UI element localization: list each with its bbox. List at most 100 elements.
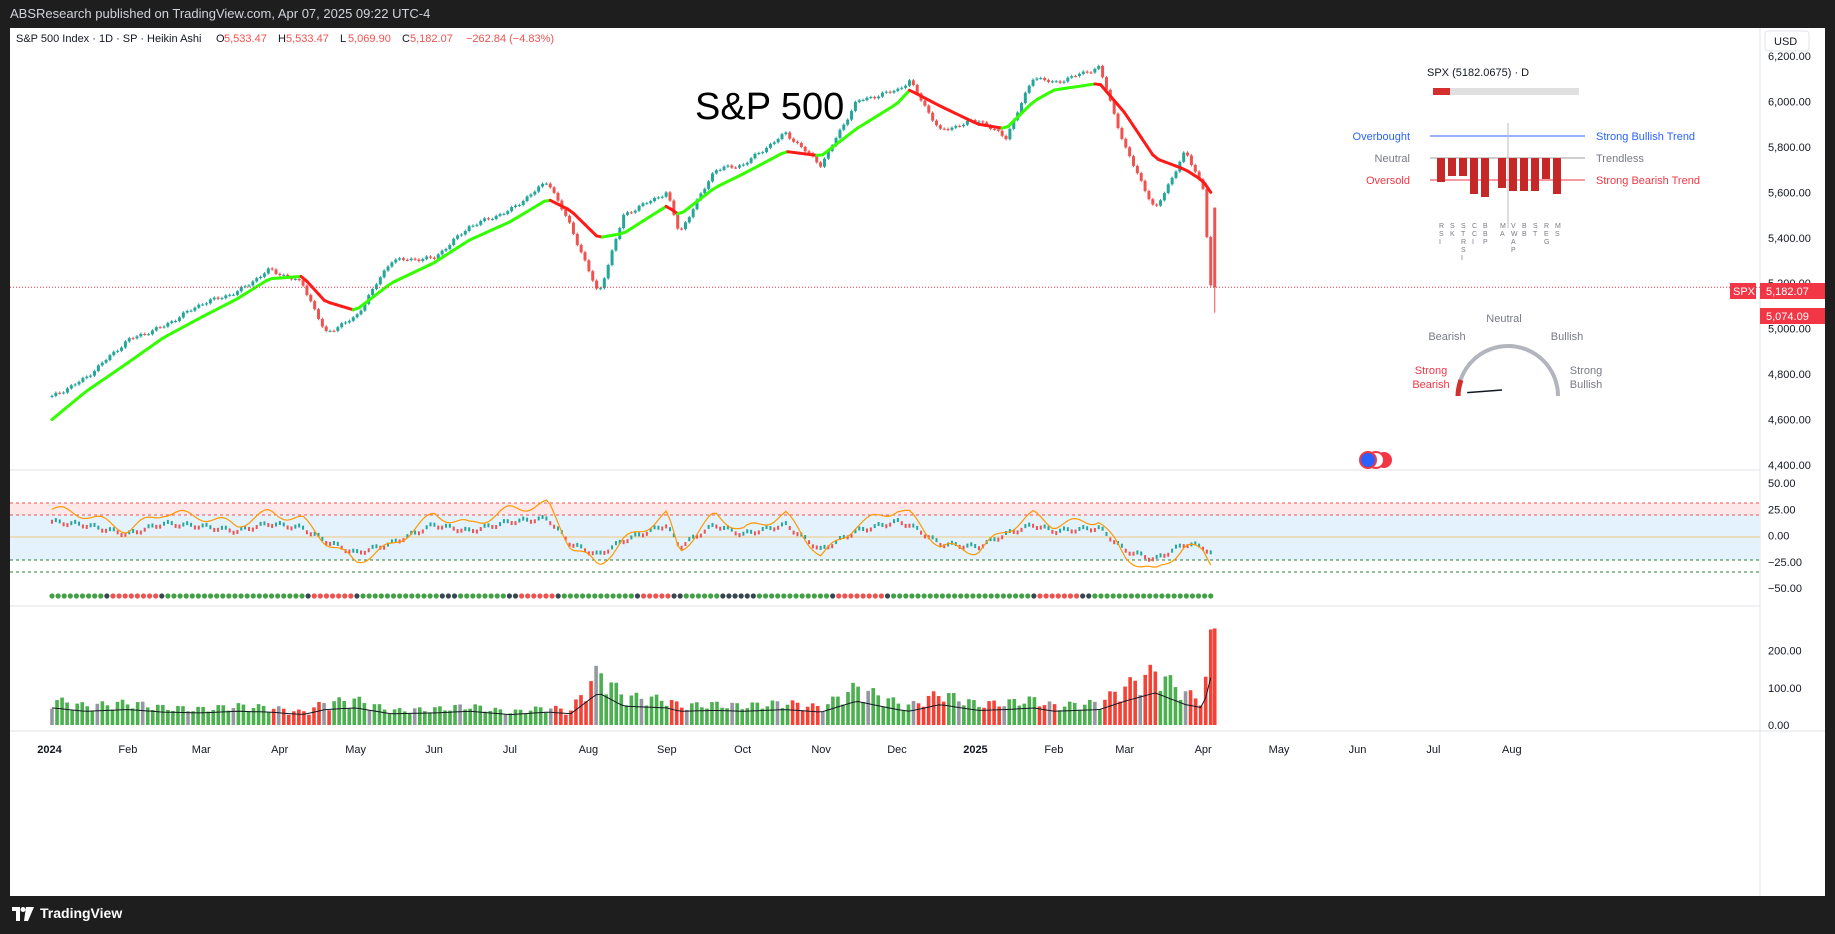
signal-dot: [281, 593, 286, 598]
signal-dot: [86, 593, 91, 598]
oscillator-candle: [1129, 552, 1131, 556]
time-tick-label: Feb: [1044, 744, 1063, 756]
signal-dot: [251, 593, 256, 598]
volume-bar: [1209, 629, 1213, 725]
oscillator-candle: [669, 527, 671, 531]
oscillator-candle: [816, 545, 818, 549]
volume-bar: [1108, 691, 1112, 725]
signal-dot: [549, 593, 554, 598]
candle-body: [159, 327, 162, 328]
oscillator-candle: [63, 522, 65, 526]
oscillator-candle: [530, 520, 532, 524]
volume-bar: [1194, 698, 1198, 725]
signal-dot: [129, 593, 134, 598]
candle-body: [1032, 80, 1035, 86]
signal-dot: [574, 593, 579, 598]
candle-body: [197, 305, 200, 308]
candle-body: [858, 100, 861, 102]
oscillator-candle: [1210, 550, 1212, 554]
panel-bar-label: I: [1461, 255, 1463, 262]
time-tick-label: Aug: [1502, 744, 1522, 756]
gauge-strong-bullish-line2: Bullish: [1570, 379, 1602, 391]
volume-bar: [851, 683, 855, 725]
candle-body: [653, 198, 656, 201]
candle-body: [1005, 136, 1008, 139]
candle-body: [854, 102, 857, 111]
signal-dot: [1062, 593, 1067, 598]
volume-bar: [645, 706, 649, 725]
tradingview-logo[interactable]: TradingView: [0, 896, 122, 931]
flag-icon[interactable]: [1360, 452, 1376, 468]
oscillator-candle: [1078, 527, 1080, 531]
signal-dot: [367, 593, 372, 598]
candle-body: [456, 235, 459, 238]
oscillator-candle: [155, 525, 157, 529]
oscillator-candle: [897, 518, 899, 522]
volume-bar: [836, 697, 840, 725]
candle-body: [1194, 165, 1197, 172]
oscillator-candle: [430, 522, 432, 526]
candle-body: [773, 142, 776, 144]
candle-body: [1043, 78, 1046, 80]
volume-bar: [821, 712, 825, 725]
time-tick-label: Jun: [425, 744, 443, 756]
volume-bar: [1159, 691, 1163, 725]
oscillator-candle: [1040, 526, 1042, 530]
signal-dot: [80, 593, 85, 598]
oscillator-candle: [630, 535, 632, 539]
signal-dot: [190, 593, 195, 598]
oscillator-candle: [1063, 526, 1065, 530]
candle-body: [321, 319, 324, 327]
oscillator-candle: [310, 532, 312, 536]
candle-body: [1209, 237, 1212, 285]
oscillator-candle: [271, 524, 273, 528]
signal-dot: [562, 593, 567, 598]
candle-body: [873, 97, 876, 98]
oscillator-candle: [356, 549, 358, 553]
oscillator-candle: [484, 524, 486, 528]
signal-dot: [1098, 593, 1103, 598]
signal-dots: [49, 593, 1213, 598]
event-flags[interactable]: [1360, 452, 1392, 468]
oscillator-candle: [1059, 529, 1061, 533]
panel-bar-label: B: [1522, 231, 1527, 238]
signal-dot: [318, 593, 323, 598]
signal-dot: [745, 593, 750, 598]
oscillator-candle: [777, 526, 779, 530]
volume-bar: [272, 709, 276, 725]
volume-bar: [947, 693, 951, 725]
candle-body: [684, 222, 687, 229]
volume-bar: [428, 712, 432, 725]
oscillator-candle: [1094, 528, 1096, 532]
candle-body: [1159, 200, 1162, 205]
volume-bar: [312, 707, 316, 725]
oscillator-candle: [993, 537, 995, 541]
candle-body: [838, 130, 841, 138]
signal-dot: [806, 593, 811, 598]
oscillator-candle: [213, 528, 215, 532]
signal-dot: [293, 593, 298, 598]
signal-dot: [287, 593, 292, 598]
candle-body: [441, 251, 444, 255]
oscillator-candle: [634, 532, 636, 536]
time-tick-label: Mar: [1115, 744, 1134, 756]
candle-body: [271, 268, 274, 269]
panel-bar: [1448, 158, 1456, 176]
volume-bar: [297, 710, 301, 725]
volume-bar: [267, 712, 271, 725]
candle-body: [394, 260, 397, 263]
candle-body: [1047, 80, 1050, 82]
signal-dot: [269, 593, 274, 598]
signal-dot: [1111, 593, 1116, 598]
oscillator-candle: [449, 524, 451, 528]
volume-bar: [912, 701, 916, 725]
oscillator-candle: [167, 520, 169, 524]
volume-bar: [327, 710, 331, 725]
signal-dot: [1086, 593, 1091, 598]
candle-body: [877, 97, 880, 99]
time-tick-label: 2024: [37, 744, 62, 756]
publisher-bar: ABSResearch published on TradingView.com…: [0, 0, 1835, 28]
signal-dot: [1037, 593, 1042, 598]
